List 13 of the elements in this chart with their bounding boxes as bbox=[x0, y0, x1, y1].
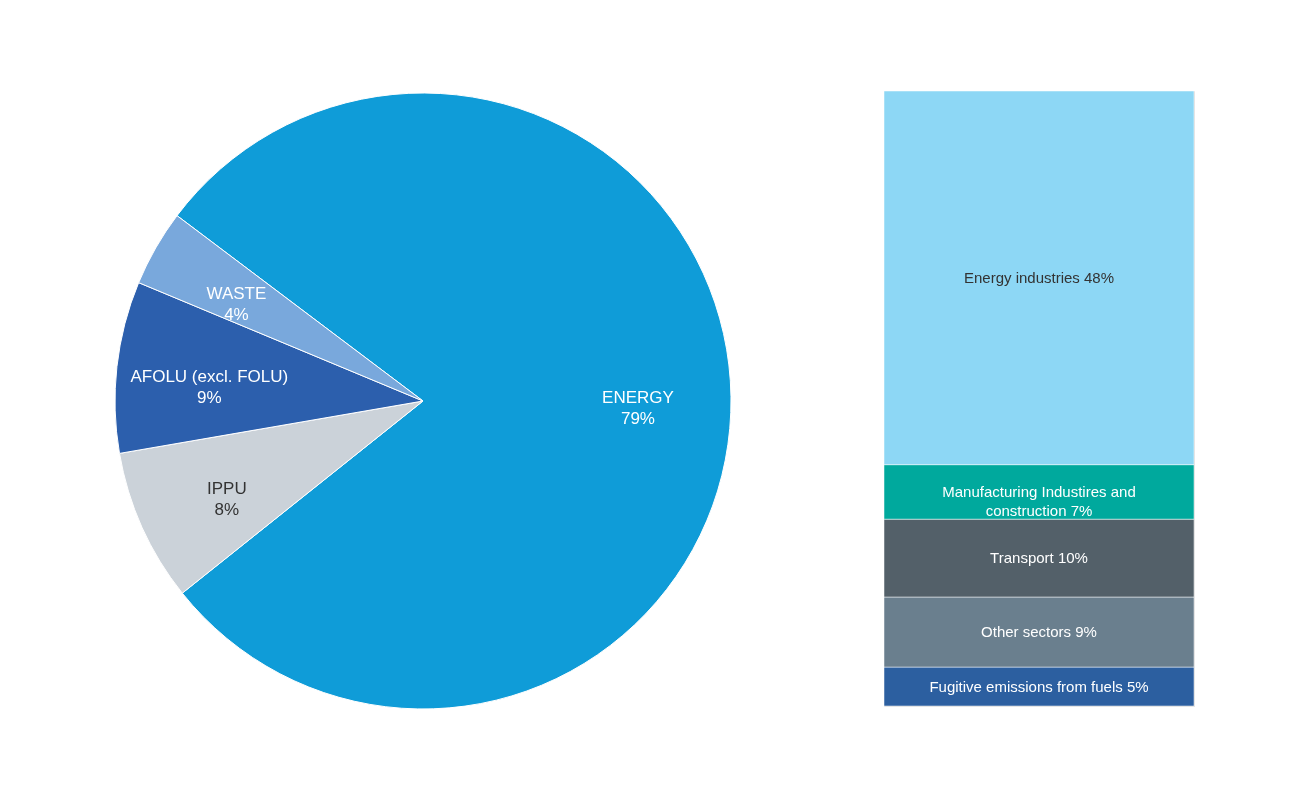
data-label: 9% bbox=[197, 388, 222, 408]
data-label: Transport 10% bbox=[990, 549, 1088, 567]
data-label: 79% bbox=[620, 409, 655, 428]
data-label: 8% bbox=[214, 500, 240, 520]
data-label: Fugitive emissions from fuels 5% bbox=[929, 677, 1149, 695]
slice-label: AFOLU (excl. FOLU) bbox=[130, 367, 289, 387]
data-label: Manufacturing Industires and construction 7% bbox=[942, 482, 1136, 519]
slice-label: WASTE bbox=[206, 284, 267, 304]
data-label: Other sectors 9% bbox=[981, 623, 1097, 641]
slice-label: IPPU bbox=[207, 479, 247, 499]
data-label: 4% bbox=[224, 305, 249, 325]
slice-label: ENERGY bbox=[602, 388, 674, 407]
data-label: Energy industries 48% bbox=[963, 268, 1115, 286]
